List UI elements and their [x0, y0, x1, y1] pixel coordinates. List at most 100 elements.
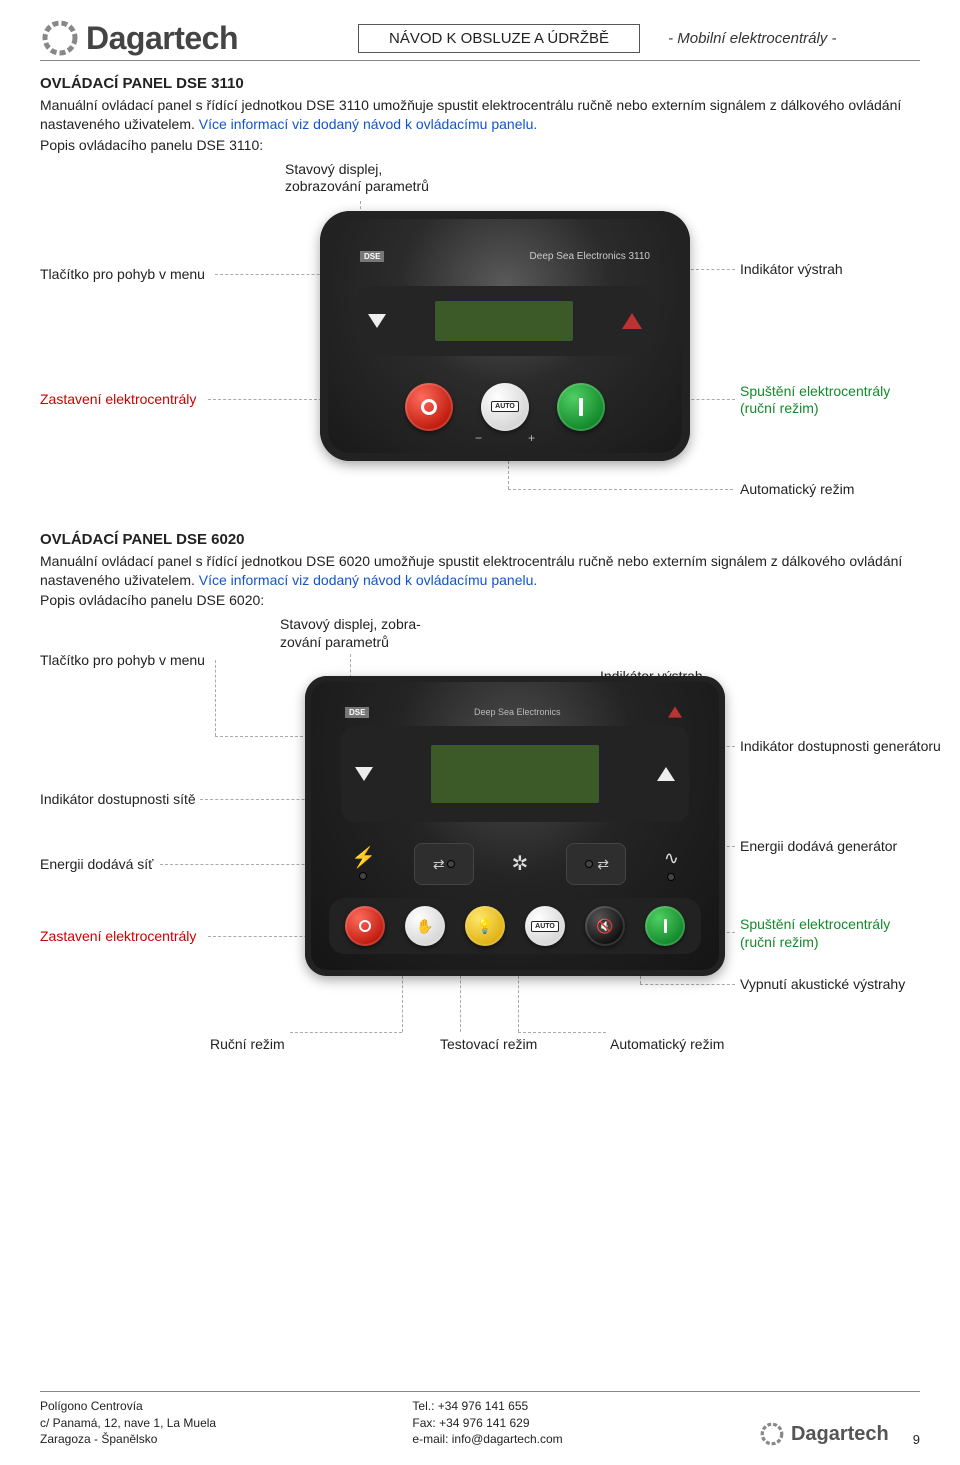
callout-mains-avail: Indikátor dostupnosti sítě — [40, 791, 196, 809]
callout-start-6020: Spuštění elektrocentrály (ruční režim) — [740, 916, 890, 951]
brand-text: Dagartech — [86, 20, 238, 57]
start-icon — [579, 398, 583, 416]
dash-line — [402, 966, 403, 1032]
mute-icon: 🔇 — [596, 918, 613, 935]
callout-gen-feed: Energii dodává generátor — [740, 838, 897, 856]
device-brand-line: Deep Sea Electronics — [474, 707, 561, 717]
gen-transfer-button[interactable]: ⇄ — [566, 843, 626, 885]
header-divider — [40, 60, 920, 61]
page-number: 9 — [913, 1432, 920, 1447]
section-body-3110: Manuální ovládací panel s řídící jednotk… — [40, 96, 920, 134]
callout-menu-3110: Tlačítko pro pohyb v menu — [40, 266, 205, 284]
dash-line — [290, 1032, 402, 1033]
bulb-icon: 💡 — [476, 918, 493, 935]
callout-gen-avail: Indikátor dostupnosti generátoru — [740, 738, 941, 756]
section-title-6020: OVLÁDACÍ PANEL DSE 6020 — [40, 531, 920, 548]
callout-display-3110: Stavový displej, zobrazování parametrů — [285, 161, 429, 196]
dse-badge: DSE — [360, 251, 384, 262]
footer-logo: Dagartech — [759, 1421, 889, 1447]
windmill-icon: ✲ — [512, 854, 529, 874]
auto-button[interactable]: AUTO — [525, 906, 565, 946]
diagram-6020: Stavový displej, zobra- zování parametrů… — [40, 616, 920, 1096]
footer-contact: Tel.: +34 976 141 655 Fax: +34 976 141 6… — [412, 1398, 562, 1447]
mains-transfer-button[interactable]: ⇄ — [414, 843, 474, 885]
section-body-3110b: Popis ovládacího panelu DSE 3110: — [40, 136, 920, 155]
callout-menu-6020: Tlačítko pro pohyb v menu — [40, 652, 205, 670]
body-link-6020: Více informací viz dodaný návod k ovláda… — [199, 572, 538, 588]
led-icon — [359, 872, 367, 880]
device-6020: DSE Deep Sea Electronics ⚡ ⇄ ✲ ⇄ ∿ ✋ 💡 A — [305, 676, 725, 976]
header: Dagartech NÁVOD K OBSLUZE A ÚDRŽBĚ - Mob… — [40, 18, 920, 58]
dash-line — [640, 984, 735, 985]
email-line: e-mail: info@dagartech.com — [412, 1431, 562, 1447]
device-toprow-6020: DSE Deep Sea Electronics — [345, 704, 685, 720]
dash-line — [518, 966, 519, 1032]
stop-icon — [421, 399, 437, 415]
footer-brand: Dagartech — [791, 1423, 889, 1446]
addr-line: Zaragoza - Španělsko — [40, 1431, 216, 1447]
start-icon — [664, 919, 667, 933]
generator-icon: ∿ — [664, 848, 679, 869]
minus-label: − — [475, 431, 482, 445]
pylon-icon: ⚡ — [351, 848, 376, 868]
footer-address: Polígono Centrovía c/ Panamá, 12, nave 1… — [40, 1398, 216, 1447]
dash-line — [215, 660, 216, 736]
callout-test-6020: Testovací režim — [440, 1036, 537, 1054]
auto-button[interactable]: AUTO — [481, 383, 529, 431]
callout-mains-feed: Energii dodává síť — [40, 856, 153, 874]
mains-avail-indicator: ⚡ — [351, 848, 376, 880]
callout-auto-6020: Automatický režim — [610, 1036, 724, 1054]
addr-line: Polígono Centrovía — [40, 1398, 216, 1414]
callout-auto-3110: Automatický režim — [740, 481, 854, 499]
nav-up-icon[interactable] — [657, 767, 675, 781]
gen-avail-indicator: ∿ — [664, 848, 679, 881]
fax-line: Fax: +34 976 141 629 — [412, 1415, 562, 1431]
led-icon — [667, 873, 675, 881]
stop-icon — [359, 920, 371, 932]
lcd-display-6020 — [430, 744, 600, 804]
tel-line: Tel.: +34 976 141 655 — [412, 1398, 562, 1414]
start-button[interactable] — [645, 906, 685, 946]
addr-line: c/ Panamá, 12, nave 1, La Muela — [40, 1415, 216, 1431]
manual-button[interactable]: ✋ — [405, 906, 445, 946]
dash-line — [518, 1032, 606, 1033]
footer-right: Dagartech 9 — [759, 1421, 920, 1447]
mute-button[interactable]: 🔇 — [585, 906, 625, 946]
device-titlebar-3110: DSE Deep Sea Electronics 3110 — [360, 251, 650, 262]
warning-icon — [668, 707, 682, 718]
callout-warn-3110: Indikátor výstrah — [740, 261, 843, 279]
device-topbar-6020 — [341, 726, 689, 822]
callout-stop-6020: Zastavení elektrocentrály — [40, 928, 196, 946]
stop-button[interactable] — [345, 906, 385, 946]
test-button[interactable]: 💡 — [465, 906, 505, 946]
section-title-3110: OVLÁDACÍ PANEL DSE 3110 — [40, 75, 920, 92]
callout-manual-6020: Ruční režim — [210, 1036, 285, 1054]
device-midrow-6020: ⚡ ⇄ ✲ ⇄ ∿ — [341, 836, 689, 892]
auto-label: AUTO — [531, 921, 559, 932]
transfer-icon: ⇄ — [433, 856, 443, 873]
warning-icon — [622, 313, 642, 329]
stop-button[interactable] — [405, 383, 453, 431]
callout-start-3110: Spuštění elektrocentrály (ruční režim) — [740, 383, 890, 418]
start-button[interactable] — [557, 383, 605, 431]
nav-down-icon[interactable] — [368, 314, 386, 328]
section-body-6020b: Popis ovládacího panelu DSE 6020: — [40, 591, 920, 610]
hand-icon: ✋ — [416, 918, 433, 935]
dash-line — [508, 489, 733, 490]
footer: Polígono Centrovía c/ Panamá, 12, nave 1… — [40, 1391, 920, 1447]
callout-display-6020: Stavový displej, zobra- zování parametrů — [280, 616, 421, 651]
led-icon — [585, 860, 593, 868]
body-link-3110: Více informací viz dodaný návod k ovláda… — [199, 116, 538, 132]
device-brand-line: Deep Sea Electronics 3110 — [530, 251, 650, 262]
section-body-6020: Manuální ovládací panel s řídící jednotk… — [40, 552, 920, 590]
device-midbar-3110 — [356, 286, 654, 356]
plus-label: + — [528, 431, 535, 445]
led-icon — [447, 860, 455, 868]
doc-subtitle: - Mobilní elektrocentrály - — [668, 30, 836, 47]
button-row-6020: ✋ 💡 AUTO 🔇 — [329, 898, 701, 954]
callout-stop-3110: Zastavení elektrocentrály — [40, 391, 196, 409]
brand-logo: Dagartech — [40, 18, 238, 58]
lcd-display-3110 — [434, 300, 574, 342]
nav-down-icon[interactable] — [355, 767, 373, 781]
auto-label: AUTO — [491, 401, 519, 412]
